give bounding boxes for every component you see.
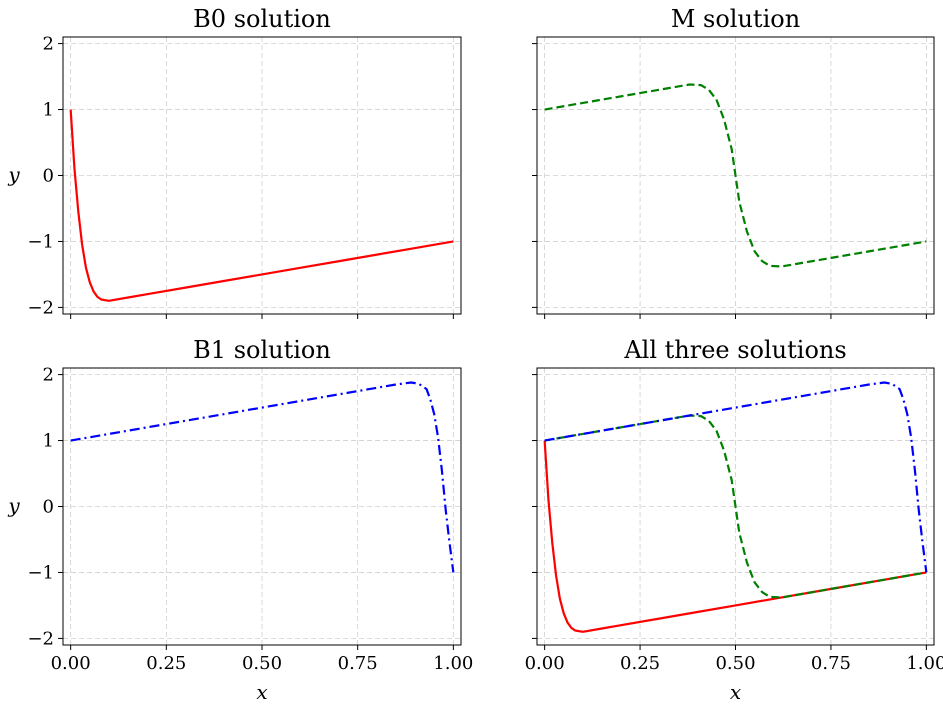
panel-title: M solution	[671, 5, 800, 33]
y-tick-label: −2	[27, 628, 54, 649]
y-tick-label: 0	[43, 497, 54, 518]
x-tick-label: 0.00	[51, 653, 91, 674]
y-tick-label: 2	[43, 365, 54, 386]
x-tick-label: 0.50	[715, 653, 755, 674]
x-axis-label: x	[256, 680, 267, 704]
y-tick-label: −2	[27, 297, 54, 318]
panel-title: B0 solution	[193, 5, 331, 33]
series-line-dashdot	[70, 381, 455, 573]
series-line-dashed	[544, 83, 927, 268]
x-tick-label: 0.25	[620, 653, 660, 674]
chart-panel: 0.00 0.25 0.50 0.75 1.00 All three solutions x	[525, 336, 943, 704]
chart-panel: −2 −1 0 1 2 B0 solution y	[7, 5, 462, 319]
chart-panel: M solution	[532, 5, 935, 319]
chart-panel: 0.00 0.25 0.50 0.75 1.00 −2 −1 0 1 2 B1 solution y x	[7, 336, 473, 704]
x-axis-label: x	[730, 680, 741, 704]
y-tick-label: 1	[43, 431, 54, 452]
x-tick-label: 0.75	[338, 653, 378, 674]
y-tick-label: 2	[43, 34, 54, 55]
panel-title: All three solutions	[623, 336, 846, 364]
y-tick-label: 0	[43, 166, 54, 187]
x-tick-label: 1.00	[433, 653, 473, 674]
y-tick-label: −1	[27, 231, 54, 252]
y-tick-label: −1	[27, 562, 54, 583]
series-line-dashdot	[544, 381, 928, 573]
y-axis-label: y	[7, 163, 20, 187]
x-tick-label: 0.50	[242, 653, 282, 674]
y-tick-label: 1	[43, 100, 54, 121]
x-tick-label: 1.00	[906, 653, 943, 674]
x-tick-label: 0.00	[525, 653, 565, 674]
x-tick-label: 0.25	[146, 653, 186, 674]
panel-title: B1 solution	[193, 336, 331, 364]
x-tick-label: 0.75	[811, 653, 851, 674]
y-axis-label: y	[7, 494, 20, 518]
series-line-solid	[69, 109, 454, 302]
